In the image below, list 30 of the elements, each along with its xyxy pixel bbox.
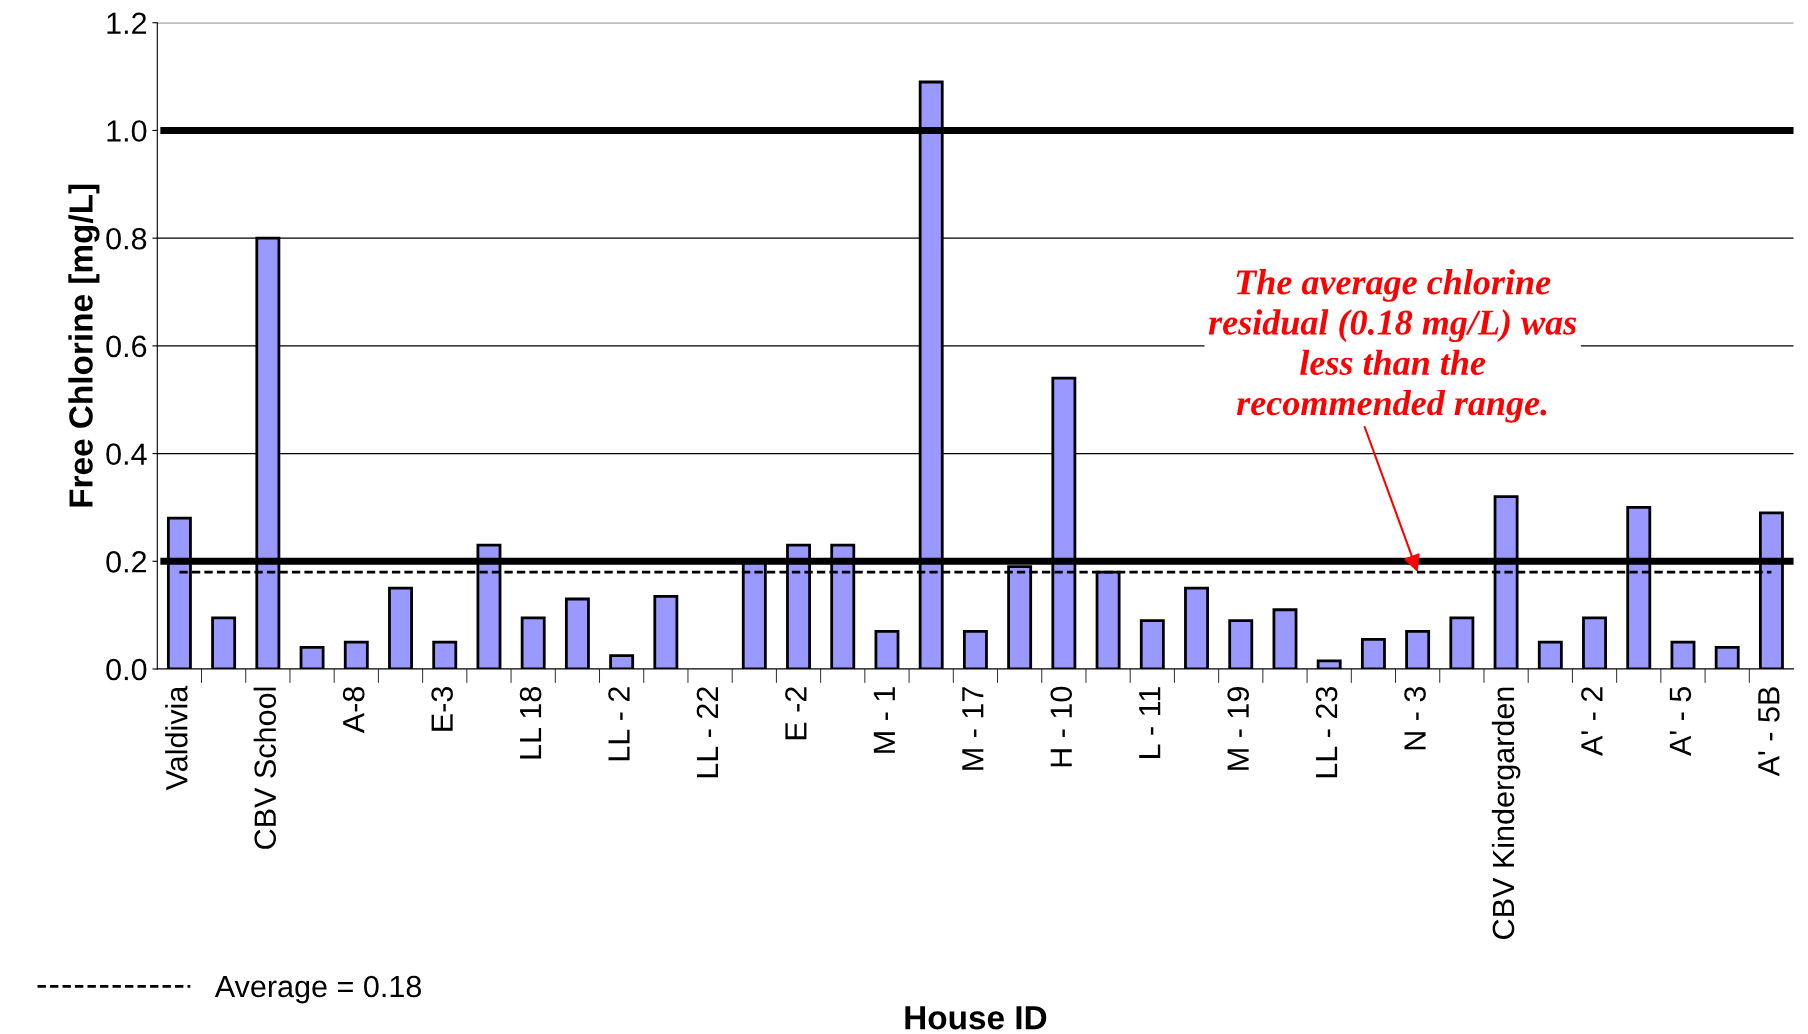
y-tick-label: 0.8 — [106, 227, 147, 250]
annotation: The average chlorine residual (0.18 mg/L) was less than the recommended range. — [1208, 269, 1577, 423]
y-tick-label: 0.0 — [106, 658, 147, 681]
x-tick-label: M - 1 — [873, 687, 895, 753]
x-tick-label: L - 11 — [1139, 687, 1161, 758]
x-tick-label: LL - 22 — [696, 687, 718, 778]
x-tick-label: A' - 5B — [1758, 687, 1780, 777]
x-tick-label: M - 19 — [1227, 687, 1249, 770]
y-tick-label: 1.2 — [107, 12, 147, 34]
y-tick-label: 0.4 — [106, 443, 147, 465]
legend-label: Average = 0.18 — [214, 975, 421, 1004]
x-tick-label: LL 18 — [519, 686, 542, 759]
x-tick-label: A' - 5 — [1669, 686, 1692, 756]
x-tick-label: M - 17 — [962, 687, 984, 770]
y-tick-label: 1.0 — [107, 120, 147, 142]
y-tick-label: 0.2 — [106, 551, 147, 573]
x-tick-label: N - 3 — [1404, 687, 1426, 750]
x-tick-label: LL - 2 — [608, 687, 630, 761]
x-tick-label: Valdivia — [165, 685, 188, 791]
x-tick-label: E-3 — [431, 687, 453, 731]
x-tick-label: A' - 2 — [1581, 687, 1603, 756]
x-tick-label: E -2 — [785, 687, 807, 740]
x-tick-label: H - 10 — [1050, 686, 1073, 767]
y-tick-label: 0.6 — [106, 335, 147, 358]
x-tick-label: A-8 — [342, 686, 365, 734]
x-axis-title: House ID — [905, 1006, 1047, 1030]
x-tick-label: CBV Kindergarden — [1491, 687, 1521, 939]
y-axis-title: Free Chlorine [mg/L] — [68, 184, 100, 507]
x-tick-label: LL - 23 — [1315, 687, 1338, 778]
x-tick-label: CBV School — [253, 687, 277, 849]
